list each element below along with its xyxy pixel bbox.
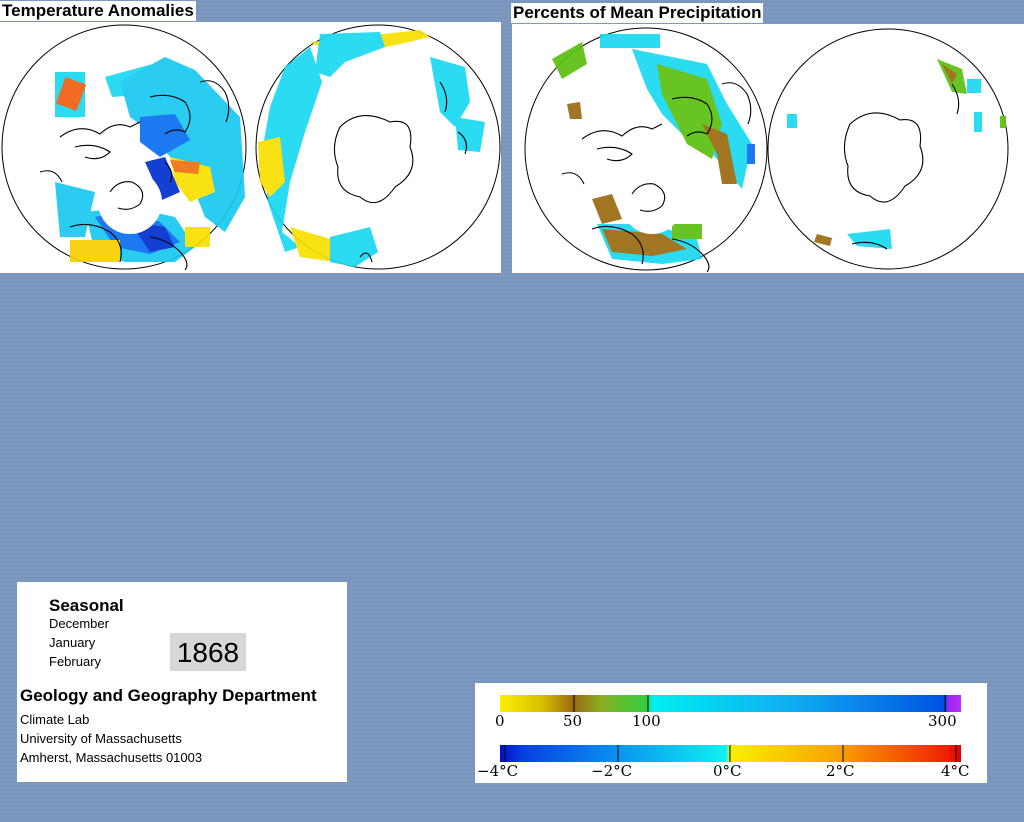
temperature-hemisphere-south [255, 24, 501, 270]
info-box: Seasonal December January February 1868 … [17, 582, 347, 782]
temperature-hemisphere-north [1, 24, 247, 271]
precipitation-hemisphere-north [524, 27, 768, 273]
precip-tick-0: 0 [495, 712, 505, 730]
year-display: 1868 [170, 633, 246, 671]
precipitation-map-panel [512, 24, 1024, 273]
precip-tick-100: 100 [632, 712, 661, 730]
university-name: University of Massachusetts [20, 731, 182, 746]
color-legend: 0 50 100 300 −4°C −2°C 0°C 2°C 4°C [475, 683, 987, 783]
temp-tick-minus4: −4°C [477, 762, 519, 780]
month-january: January [49, 635, 96, 650]
seasonal-label: Seasonal [49, 596, 124, 615]
precipitation-colorbar [500, 695, 961, 712]
month-december: December [49, 616, 109, 631]
department-name: Geology and Geography Department [20, 686, 317, 705]
address-line: Amherst, Massachusetts 01003 [20, 750, 203, 765]
precipitation-hemisphere-south [767, 28, 1009, 270]
temperature-globes [1, 24, 501, 271]
temperature-title: Temperature Anomalies [0, 1, 196, 21]
temp-tick-minus2: −2°C [591, 762, 633, 780]
temp-tick-0: 0°C [713, 762, 742, 780]
temp-tick-4: 4°C [941, 762, 970, 780]
precipitation-title: Percents of Mean Precipitation [511, 3, 764, 23]
month-february: February [49, 654, 102, 669]
temp-tick-2: 2°C [826, 762, 855, 780]
precip-tick-300: 300 [928, 712, 957, 730]
precip-tick-50: 50 [563, 712, 583, 730]
legend-bars [500, 695, 961, 762]
lab-name: Climate Lab [20, 712, 90, 727]
precipitation-globes [524, 27, 1009, 273]
temperature-map-panel [0, 22, 501, 273]
